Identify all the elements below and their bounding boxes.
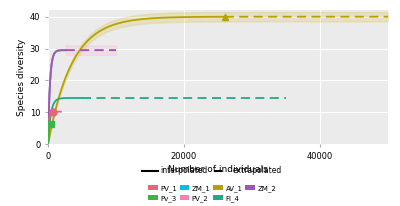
- Legend: PV_1, Pv_3, ZM_1, PV_2, AV_1, FI_4, ZM_2: PV_1, Pv_3, ZM_1, PV_2, AV_1, FI_4, ZM_2: [145, 182, 279, 205]
- Legend: interpolated, extrapolated: interpolated, extrapolated: [139, 163, 285, 178]
- Y-axis label: Species diversity: Species diversity: [16, 39, 26, 116]
- X-axis label: Number of individuals: Number of individuals: [168, 165, 268, 174]
